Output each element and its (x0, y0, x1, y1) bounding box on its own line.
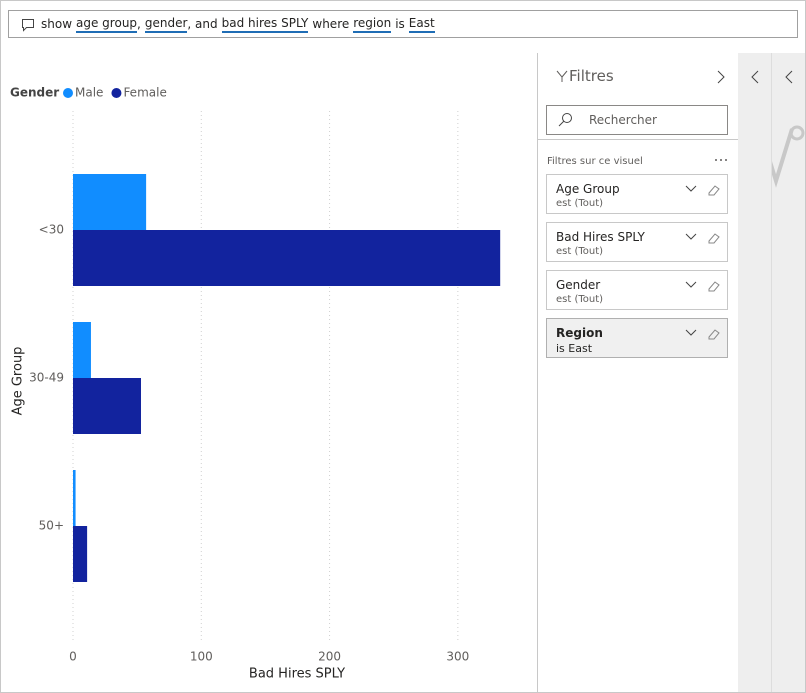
query-token: East (408, 15, 435, 33)
query-token: region (353, 15, 392, 33)
filter-name: Gender (556, 278, 601, 292)
card-actions[interactable] (685, 280, 721, 292)
x-tick-label: 0 (69, 650, 77, 664)
filter-name: Age Group (556, 182, 620, 196)
qna-box[interactable]: show age group, gender, and bad hires SPLY w… (8, 10, 798, 38)
filter-state: est (Tout) (556, 294, 604, 305)
legend-label: Male (75, 86, 103, 100)
divider (538, 139, 738, 140)
bar (73, 526, 88, 582)
x-axis-label: Bad Hires SPLY (249, 667, 345, 682)
x-tick-label: 100 (190, 650, 213, 664)
search-icon (558, 113, 572, 127)
query-token: show (41, 17, 73, 31)
filter-card[interactable]: Gender est (Tout) (546, 270, 728, 310)
legend-marker (111, 88, 122, 98)
x-tick-label: 300 (446, 650, 469, 664)
filter-pane: Filtres Rechercher Filtres sur ce visuel… (537, 53, 739, 692)
expand-button[interactable] (750, 70, 760, 84)
query-token: , (137, 17, 141, 31)
more-button[interactable] (714, 157, 728, 163)
y-tick-label: <30 (39, 223, 64, 237)
collapse-button[interactable] (716, 70, 726, 84)
filter-state: est (Tout) (556, 246, 604, 257)
filter-icon (556, 70, 568, 82)
filter-state: est (Tout) (556, 198, 604, 209)
y-tick-label: 50+ (39, 519, 64, 533)
query-token: where (312, 17, 350, 31)
legend-label: Female (123, 86, 166, 100)
search-placeholder: Rechercher (589, 113, 657, 127)
chat-icon (22, 19, 34, 32)
query-token: , and (187, 17, 218, 31)
bar (73, 378, 141, 434)
bar (73, 230, 501, 286)
filter-name: Bad Hires SPLY (556, 230, 645, 244)
card-actions[interactable] (685, 328, 721, 340)
query-token: bad hires SPLY (221, 15, 309, 33)
y-tick-label: 30-49 (29, 371, 64, 385)
query-token: is (395, 17, 405, 31)
collapsed-pane (738, 53, 772, 692)
bar (73, 174, 147, 230)
bar (73, 322, 91, 378)
filter-card[interactable]: Region is East (546, 318, 728, 358)
x-tick-label: 200 (318, 650, 341, 664)
query-token: age group (76, 15, 138, 33)
legend-title: Gender (10, 86, 59, 100)
visual-icon (772, 125, 805, 188)
y-axis-label: Age Group (11, 347, 26, 416)
bar (73, 470, 76, 526)
legend-marker (63, 88, 73, 98)
filter-card[interactable]: Bad Hires SPLY est (Tout) (546, 222, 728, 262)
card-actions[interactable] (685, 232, 721, 244)
filter-card[interactable]: Age Group est (Tout) (546, 174, 728, 214)
search-box[interactable]: Rechercher (546, 105, 728, 135)
section-title: Filtres sur ce visuel (547, 156, 643, 167)
filter-name: Region (556, 326, 603, 340)
query-token: gender (144, 15, 188, 33)
chart: Gender Bad Hires SPLY Age Group 0 100 200 3… (10, 86, 501, 682)
pane-title: Filtres (569, 67, 614, 85)
card-actions[interactable] (685, 184, 721, 196)
filter-state: is East (556, 342, 593, 355)
collapsed-pane (772, 53, 805, 692)
expand-button[interactable] (784, 70, 794, 84)
